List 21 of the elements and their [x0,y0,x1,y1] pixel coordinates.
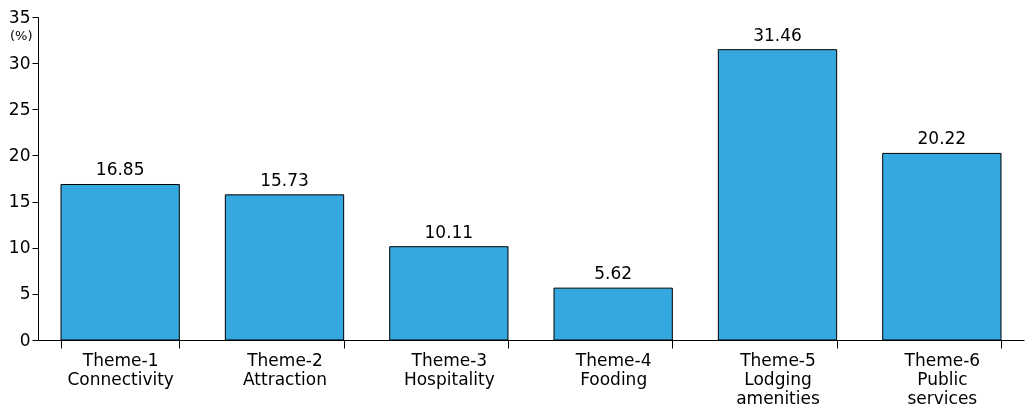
x-tick-label: Theme-4 Fooding [574,349,652,389]
x-tick-label: Theme-1 Connectivity [67,349,174,389]
y-tick-label: 20 [8,144,31,165]
y-tick-label: 0 [19,329,31,350]
y-tick-label: 5 [19,283,31,304]
data-label: 5.62 [594,263,633,284]
y-axis-title: (%) [10,27,33,43]
data-label: 31.46 [753,24,802,45]
y-tick-label: 30 [8,52,31,73]
x-tick-label: Theme-5 Lodging amenities [736,349,820,408]
y-tick-label: 35 [8,6,31,27]
data-label: 15.73 [260,169,309,190]
x-tick-label: Theme-6 Public services [903,349,981,408]
y-tick-label: 15 [8,191,31,212]
data-label: 16.85 [95,159,145,180]
x-tick-label: Theme-3 Hospitality [403,349,495,389]
data-label: 20.22 [917,128,967,149]
y-tick-label: 10 [8,237,31,258]
x-tick-label: Theme-2 Attraction [243,349,327,389]
data-label: 10.11 [424,221,474,242]
y-tick-label: 25 [8,98,31,119]
